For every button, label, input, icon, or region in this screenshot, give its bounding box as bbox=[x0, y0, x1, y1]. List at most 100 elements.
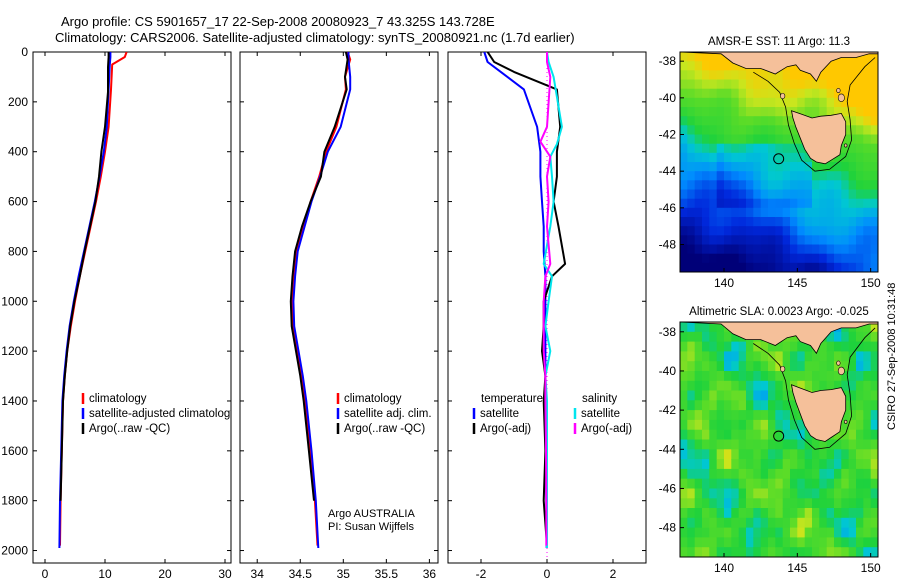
map-cell bbox=[870, 152, 878, 163]
map-cell bbox=[782, 400, 791, 411]
map-cell bbox=[856, 527, 864, 538]
map-cell bbox=[841, 107, 850, 117]
map-cell bbox=[841, 262, 850, 272]
map-cell bbox=[826, 468, 835, 480]
map-cell bbox=[694, 171, 703, 181]
map-cell bbox=[834, 478, 842, 490]
map-cell bbox=[760, 439, 769, 450]
map-cell bbox=[694, 488, 703, 499]
map-cell bbox=[768, 488, 776, 499]
map-cell bbox=[724, 351, 732, 362]
map-cell bbox=[680, 171, 688, 181]
salinity-xtick-label: 35.5 bbox=[375, 567, 399, 580]
map-cell bbox=[760, 508, 769, 519]
map-cell bbox=[863, 380, 872, 392]
map-cell bbox=[775, 152, 784, 163]
map-cell bbox=[834, 198, 842, 209]
map-cell bbox=[848, 162, 857, 172]
map-cell bbox=[797, 198, 806, 209]
map-cell bbox=[760, 198, 769, 209]
map-cell bbox=[694, 478, 703, 490]
map-cell bbox=[716, 70, 725, 81]
map-cell bbox=[716, 79, 725, 90]
map-cell bbox=[694, 361, 703, 372]
map-cell bbox=[775, 70, 784, 81]
map-cell bbox=[738, 189, 747, 200]
map-cell bbox=[834, 162, 842, 172]
map-cell bbox=[687, 52, 696, 62]
map-cell bbox=[724, 116, 732, 126]
map-cell bbox=[797, 97, 806, 108]
map-cell bbox=[826, 235, 835, 246]
map-cell bbox=[797, 162, 806, 172]
map-cell bbox=[775, 468, 784, 480]
map-cell bbox=[716, 400, 725, 411]
map-cell bbox=[775, 400, 784, 411]
map-cell bbox=[760, 410, 769, 421]
map-cell bbox=[768, 400, 776, 411]
map-cell bbox=[863, 162, 872, 172]
map-cell bbox=[746, 244, 754, 255]
map-cell bbox=[731, 171, 740, 181]
map-cell bbox=[826, 547, 835, 557]
map-cell bbox=[863, 97, 872, 108]
map-cell bbox=[680, 143, 688, 154]
map-cell bbox=[834, 262, 842, 272]
map-cell bbox=[870, 198, 878, 209]
map-cell bbox=[826, 88, 835, 99]
map-cell bbox=[702, 400, 710, 411]
map-cell bbox=[702, 361, 710, 372]
map-cell bbox=[826, 107, 835, 117]
map-cell bbox=[768, 125, 776, 136]
map-cell bbox=[848, 547, 857, 557]
series-line-salinity-satellite bbox=[542, 52, 563, 548]
map-cell bbox=[856, 79, 864, 90]
map-cell bbox=[753, 79, 762, 90]
map-cell bbox=[702, 262, 710, 272]
map-cell bbox=[702, 331, 710, 343]
map-cell bbox=[856, 61, 864, 71]
map-cell bbox=[687, 162, 696, 172]
map-cell bbox=[760, 217, 769, 227]
map-cell bbox=[790, 498, 798, 509]
map-cell bbox=[746, 162, 754, 172]
map-cell bbox=[834, 537, 842, 548]
map-cell bbox=[856, 134, 864, 145]
map-cell bbox=[856, 88, 864, 99]
map-cell bbox=[790, 97, 798, 108]
map-cell bbox=[870, 244, 878, 255]
map-cell bbox=[797, 517, 806, 529]
series-line-argo-raw-qc- bbox=[59, 52, 110, 501]
map-cell bbox=[775, 498, 784, 509]
map-cell bbox=[724, 449, 732, 460]
map-cell bbox=[812, 488, 820, 499]
map-cell bbox=[856, 468, 864, 480]
map-cell bbox=[797, 468, 806, 480]
map-cell bbox=[731, 180, 740, 191]
map-cell bbox=[738, 429, 747, 441]
map-cell bbox=[768, 361, 776, 372]
map-cell bbox=[812, 351, 820, 362]
map-cell bbox=[856, 107, 864, 117]
map-cell bbox=[738, 400, 747, 411]
map-cell bbox=[812, 361, 820, 372]
map-cell bbox=[746, 517, 754, 529]
map-cell bbox=[848, 429, 857, 441]
map-cell bbox=[687, 410, 696, 421]
map-cell bbox=[687, 88, 696, 99]
map-cell bbox=[870, 371, 878, 382]
map-cell bbox=[812, 262, 820, 272]
map-cell bbox=[702, 478, 710, 490]
map-cell bbox=[753, 162, 762, 172]
map-cell bbox=[841, 88, 850, 99]
map-cell bbox=[775, 107, 784, 117]
map-cell bbox=[790, 478, 798, 490]
map-cell bbox=[841, 547, 850, 557]
map-cell bbox=[848, 449, 857, 460]
map-cell bbox=[848, 380, 857, 392]
map-cell bbox=[709, 134, 718, 145]
map-cell bbox=[760, 517, 769, 529]
map-cell bbox=[687, 488, 696, 499]
map-cell bbox=[834, 488, 842, 499]
map-cell bbox=[760, 125, 769, 136]
